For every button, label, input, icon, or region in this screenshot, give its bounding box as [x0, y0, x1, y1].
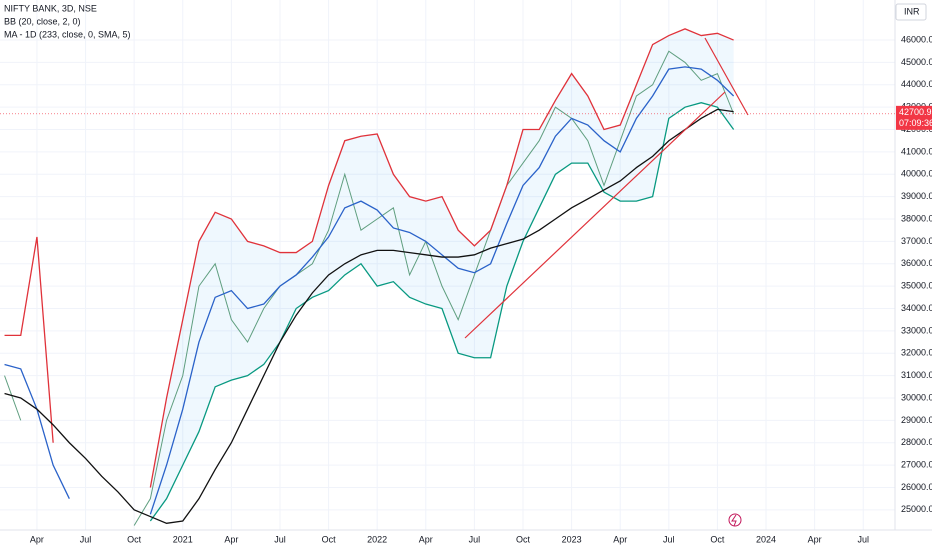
y-tick-label: 34000.00 [901, 303, 932, 313]
series-line [4, 108, 734, 524]
x-tick-label: Jul [663, 534, 675, 544]
x-tick-label: Oct [127, 534, 142, 544]
y-tick-label: 40000.00 [901, 169, 932, 179]
y-tick-label: 41000.00 [901, 146, 932, 156]
y-tick-label: 37000.00 [901, 236, 932, 246]
x-tick-label: 2022 [367, 534, 387, 544]
axes: 25000.00 26000.00 27000.00 28000.00 29000.00… [0, 34, 932, 544]
x-tick-label: Apr [30, 534, 44, 544]
x-tick-label: Jul [469, 534, 481, 544]
y-tick-label: 32000.00 [901, 348, 932, 358]
y-tick-label: 44000.00 [901, 79, 932, 89]
trend-line [704, 37, 749, 116]
y-tick-label: 33000.00 [901, 325, 932, 335]
series-line [4, 50, 735, 526]
y-tick-label: 28000.00 [901, 437, 932, 447]
x-tick-label: Apr [224, 534, 238, 544]
series-line [149, 102, 735, 522]
y-tick-label: 31000.00 [901, 370, 932, 380]
indicator-label: MA - 1D (233, close, 0, SMA, 5) [4, 29, 131, 39]
x-tick-label: Apr [808, 534, 822, 544]
y-tick-label: 45000.00 [901, 57, 932, 67]
x-tick-label: 2021 [173, 534, 193, 544]
currency-button[interactable] [895, 3, 927, 21]
trend-line [464, 91, 726, 339]
y-tick-label: 27000.00 [901, 459, 932, 469]
currency-label[interactable]: INR [904, 6, 920, 16]
x-tick-label: Apr [613, 534, 627, 544]
x-tick-label: Jul [274, 534, 286, 544]
y-tick-label: 25000.00 [901, 504, 932, 514]
y-tick-label: 35000.00 [901, 281, 932, 291]
y-tick-label: 29000.00 [901, 415, 932, 425]
series-line [4, 28, 734, 488]
indicator-label: BB (20, close, 2, 0) [4, 16, 81, 26]
x-tick-label: Jul [80, 534, 92, 544]
x-tick-label: Oct [710, 534, 725, 544]
chart-title: NIFTY BANK, 3D, NSE [4, 3, 97, 13]
y-tick-label: 26000.00 [901, 482, 932, 492]
x-tick-label: Apr [419, 534, 433, 544]
band-fill [150, 28, 734, 522]
x-tick-label: 2024 [756, 534, 776, 544]
x-tick-label: Jul [857, 534, 869, 544]
x-tick-label: Oct [516, 534, 531, 544]
grid [0, 0, 895, 530]
last-price-box [896, 105, 932, 130]
last-price-label: 42700.95 [899, 107, 932, 117]
y-tick-label: 39000.00 [901, 191, 932, 201]
band-fill-layer [150, 28, 734, 522]
x-tick-label: 2023 [562, 534, 582, 544]
x-tick-label: Oct [322, 534, 337, 544]
legend: NIFTY BANK, 3D, NSE BB (20, close, 2, 0)… [4, 3, 131, 39]
y-tick-label: 38000.00 [901, 213, 932, 223]
lines [4, 28, 735, 526]
countdown-label: 07:09:36 [899, 118, 932, 128]
event-icon-bolt [731, 514, 737, 527]
y-tick-label: 46000.00 [901, 34, 932, 44]
event-icon[interactable] [728, 513, 742, 527]
y-tick-label: 36000.00 [901, 258, 932, 268]
y-tick-label: 30000.00 [901, 392, 932, 402]
